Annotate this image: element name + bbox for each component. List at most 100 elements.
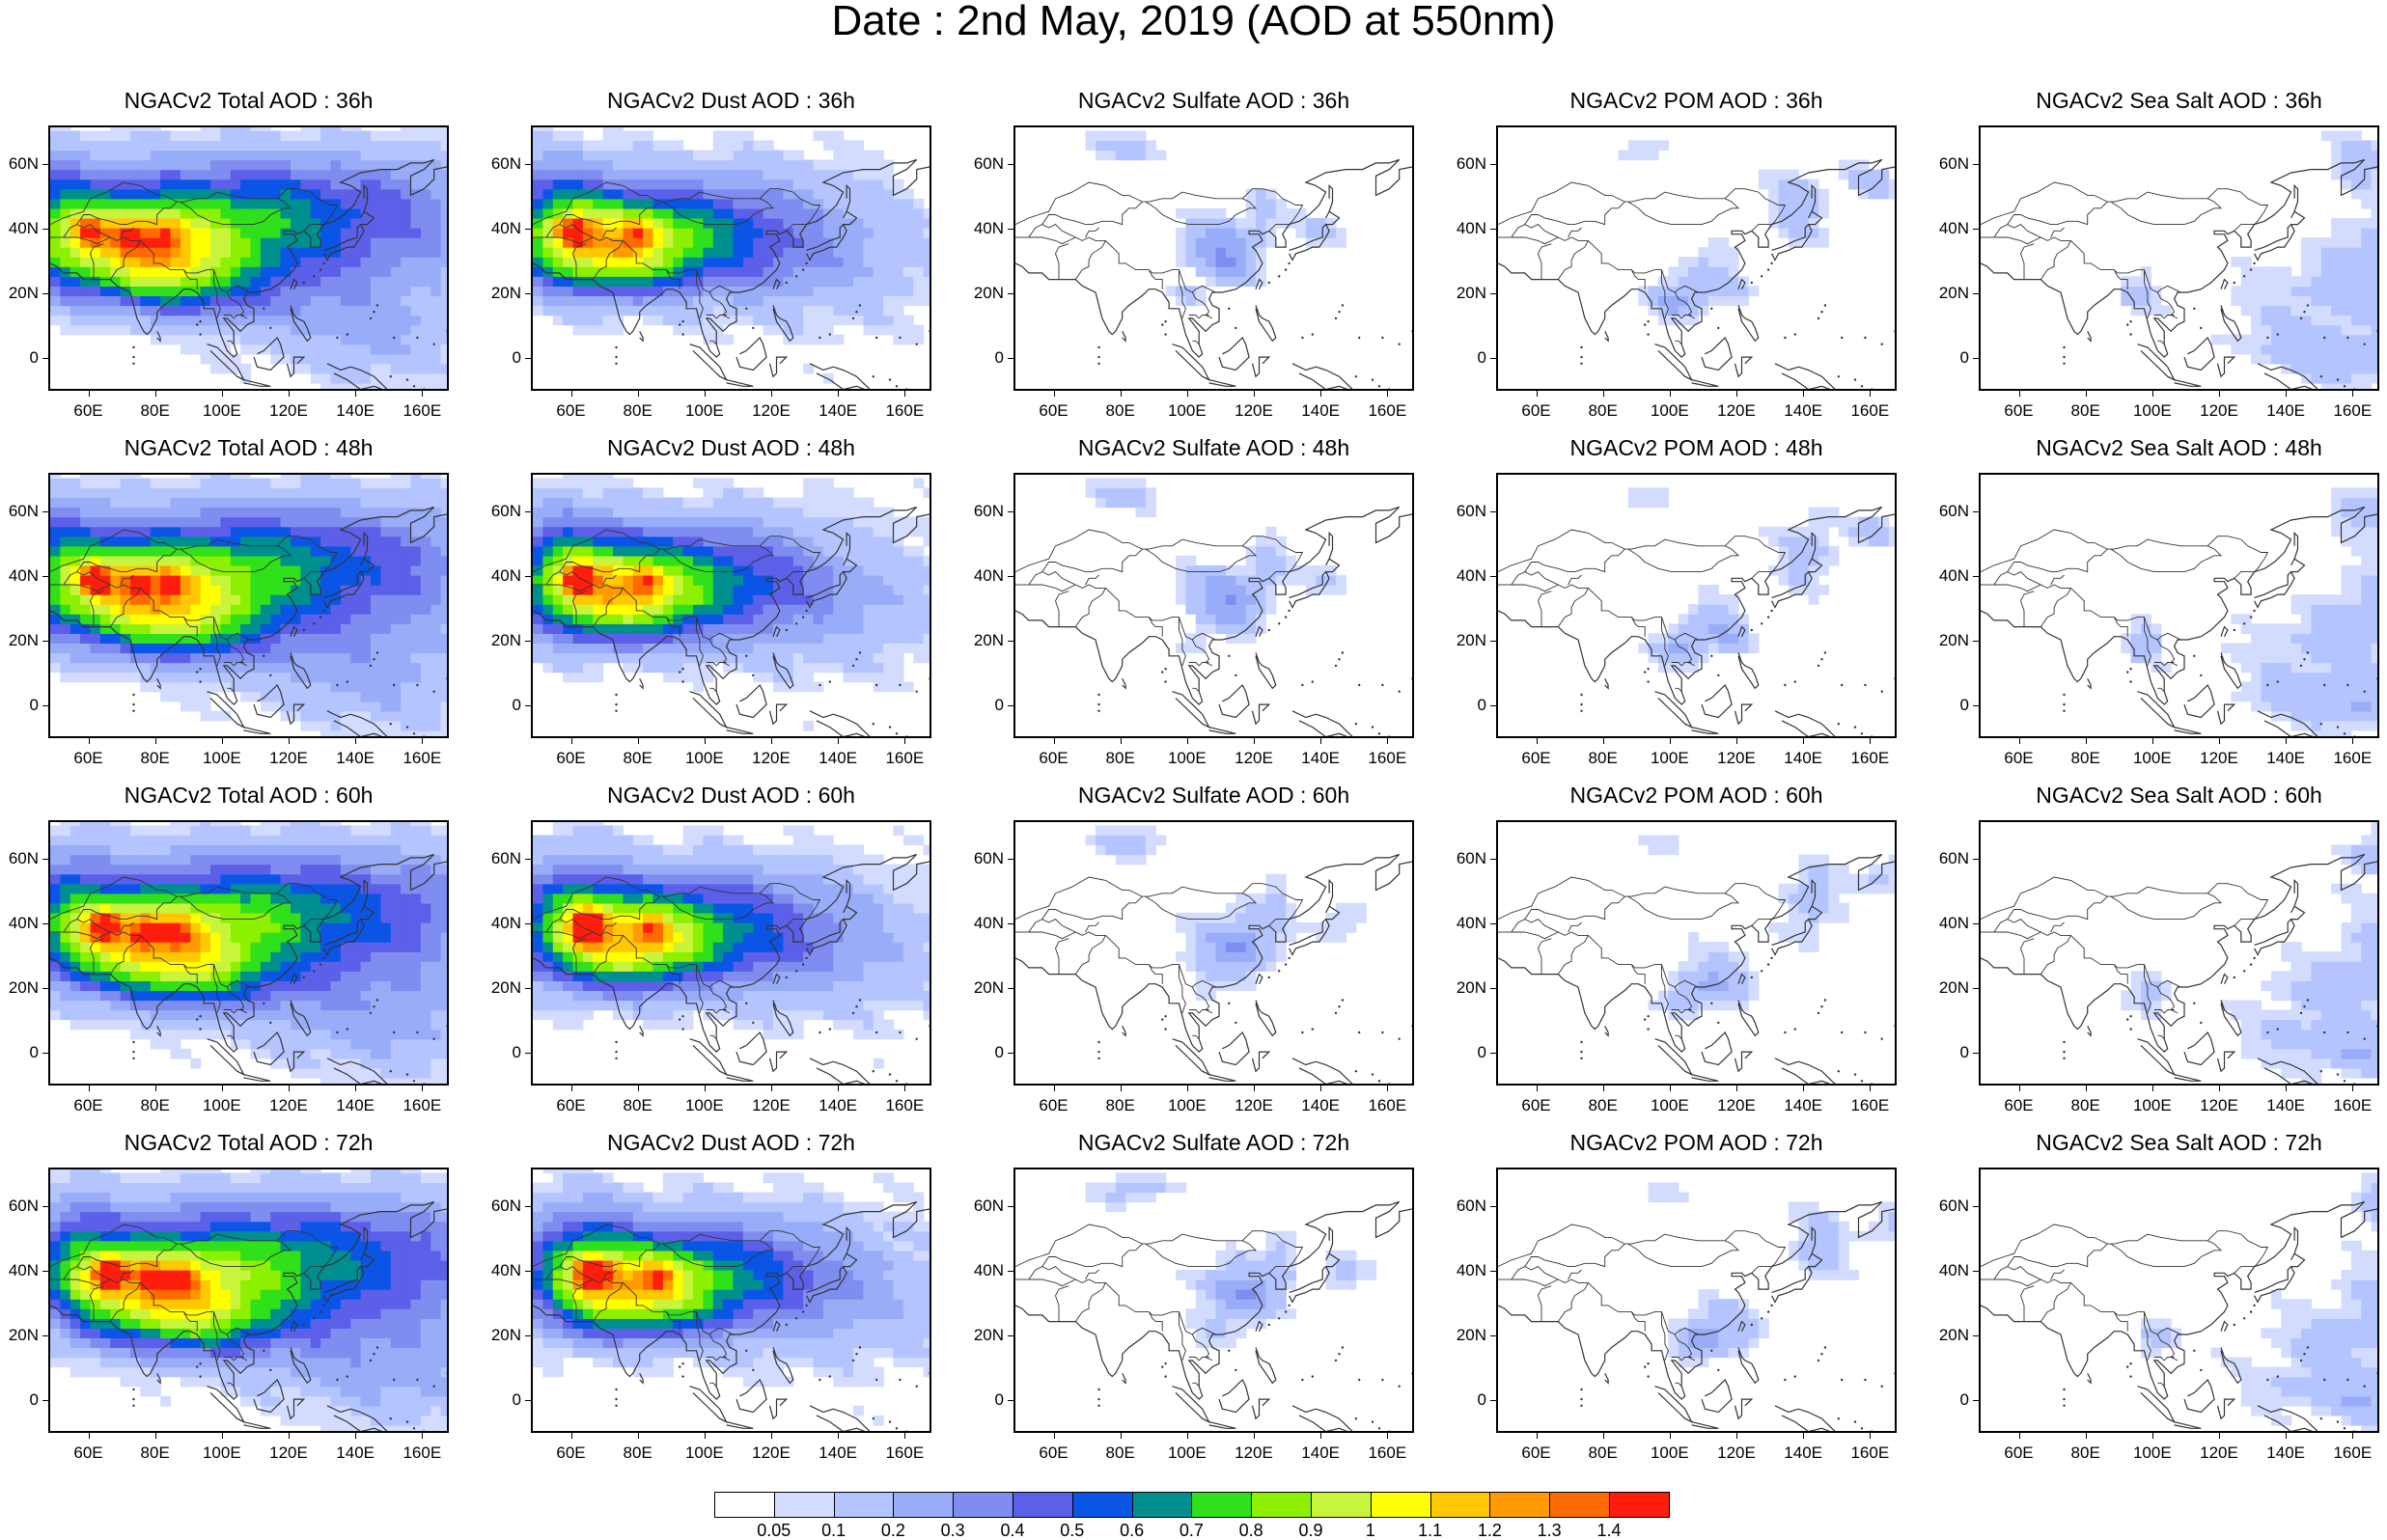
country-border [90, 243, 104, 280]
coastline [1291, 1058, 1353, 1084]
island-dot [1860, 385, 1864, 388]
y-tick-mark [1973, 511, 1979, 513]
colorbar-swatch [953, 1492, 1013, 1518]
x-tick-label: 140E [1301, 1444, 1340, 1462]
island-dot [302, 628, 305, 632]
country-border [182, 617, 198, 637]
country-border [180, 545, 292, 573]
country-border [2110, 893, 2223, 921]
island-dot [1097, 1397, 1100, 1401]
y-tick-mark [525, 1271, 531, 1273]
colorbar-swatch [773, 1492, 835, 1518]
island-dot [393, 683, 396, 687]
map-panel [531, 820, 931, 1086]
coastline [326, 363, 388, 389]
country-border [1041, 919, 1076, 933]
coastline [1654, 344, 1693, 381]
coastline [806, 1265, 847, 1304]
island-dot [2063, 1397, 2066, 1401]
country-border [2040, 588, 2071, 627]
island-dot [1784, 1378, 1787, 1382]
island-dot [2276, 680, 2279, 683]
island-dot [1267, 628, 1270, 632]
country-border [2007, 919, 2041, 933]
island-dot [269, 674, 272, 677]
country-border [1538, 938, 1552, 975]
y-tick-mark [525, 164, 531, 166]
island-dot [1377, 1427, 1381, 1430]
island-dot [1235, 326, 1237, 330]
y-tick-label: 20N [1456, 631, 1486, 650]
island-dot [132, 1404, 135, 1407]
country-border [545, 1230, 821, 1280]
y-tick-mark [42, 358, 48, 360]
island-dot [1164, 333, 1167, 336]
coastline [1218, 337, 1250, 371]
country-border [227, 687, 235, 693]
colorbar-swatch [833, 1492, 895, 1518]
x-tick-mark [2151, 738, 2153, 744]
island-dot [2299, 664, 2303, 668]
country-border [120, 1269, 134, 1280]
island-dot [1354, 375, 1357, 378]
island-dot [1644, 671, 1647, 674]
aod-raster [2121, 130, 2377, 389]
coastline [689, 1386, 728, 1423]
island-dot [1647, 668, 1650, 671]
island-dot [2063, 345, 2066, 349]
island-dot [2299, 316, 2303, 320]
island-dot [875, 683, 878, 687]
island-dot [1717, 674, 1720, 677]
island-dot [375, 1346, 379, 1349]
country-border [1675, 1382, 1682, 1388]
country-border [1661, 1311, 1669, 1361]
colorbar-label: 1 [1365, 1521, 1375, 1540]
island-dot [2193, 654, 2196, 657]
coastline [2220, 625, 2229, 637]
country-border [696, 964, 704, 1014]
coastline [290, 1347, 312, 1385]
coastline [1325, 558, 1341, 573]
x-tick-mark [355, 391, 357, 397]
island-dot [2233, 1323, 2235, 1327]
island-dot [1338, 1353, 1341, 1356]
y-tick-label: 40N [973, 1261, 1004, 1280]
colorbar-label: 1.1 [1418, 1521, 1443, 1540]
y-tick-label: 40N [1938, 1261, 1969, 1280]
coastline [1015, 506, 1412, 705]
x-tick-label: 80E [1105, 749, 1135, 767]
x-tick-label: 120E [1235, 1444, 1273, 1462]
island-dot [895, 385, 899, 388]
panel-title: NGACv2 Sea Salt AOD : 72h [2036, 1130, 2322, 1155]
island-dot [2306, 999, 2310, 1002]
x-tick-label: 120E [1235, 401, 1273, 420]
country-border [2020, 938, 2035, 975]
island-dot [1871, 388, 1874, 389]
x-tick-mark [570, 391, 572, 397]
island-dot [872, 1070, 874, 1073]
country-border [213, 617, 221, 667]
island-dot [1864, 336, 1867, 340]
colorbar-swatch [1251, 1492, 1312, 1518]
x-tick-label: 80E [623, 1444, 652, 1462]
country-border [602, 921, 617, 933]
island-dot [1894, 1372, 1895, 1375]
country-border [120, 921, 134, 933]
island-dot [2243, 1317, 2246, 1320]
island-dot [1817, 316, 1820, 320]
x-tick-mark [838, 391, 840, 397]
coastline [2216, 356, 2236, 378]
island-dot [1358, 1031, 1361, 1034]
country-border [2050, 1269, 2065, 1280]
coastline [253, 684, 285, 719]
island-dot [2299, 1011, 2303, 1015]
x-tick-mark [1870, 1433, 1872, 1439]
panel-title: NGACv2 POM AOD : 36h [1569, 88, 1823, 113]
island-dot [432, 690, 435, 693]
country-border [665, 964, 680, 984]
island-dot [1837, 375, 1840, 378]
island-dot [1853, 1073, 1857, 1076]
aod-raster [1085, 1172, 1377, 1349]
island-dot [1398, 1037, 1401, 1040]
coastline [323, 1265, 365, 1304]
